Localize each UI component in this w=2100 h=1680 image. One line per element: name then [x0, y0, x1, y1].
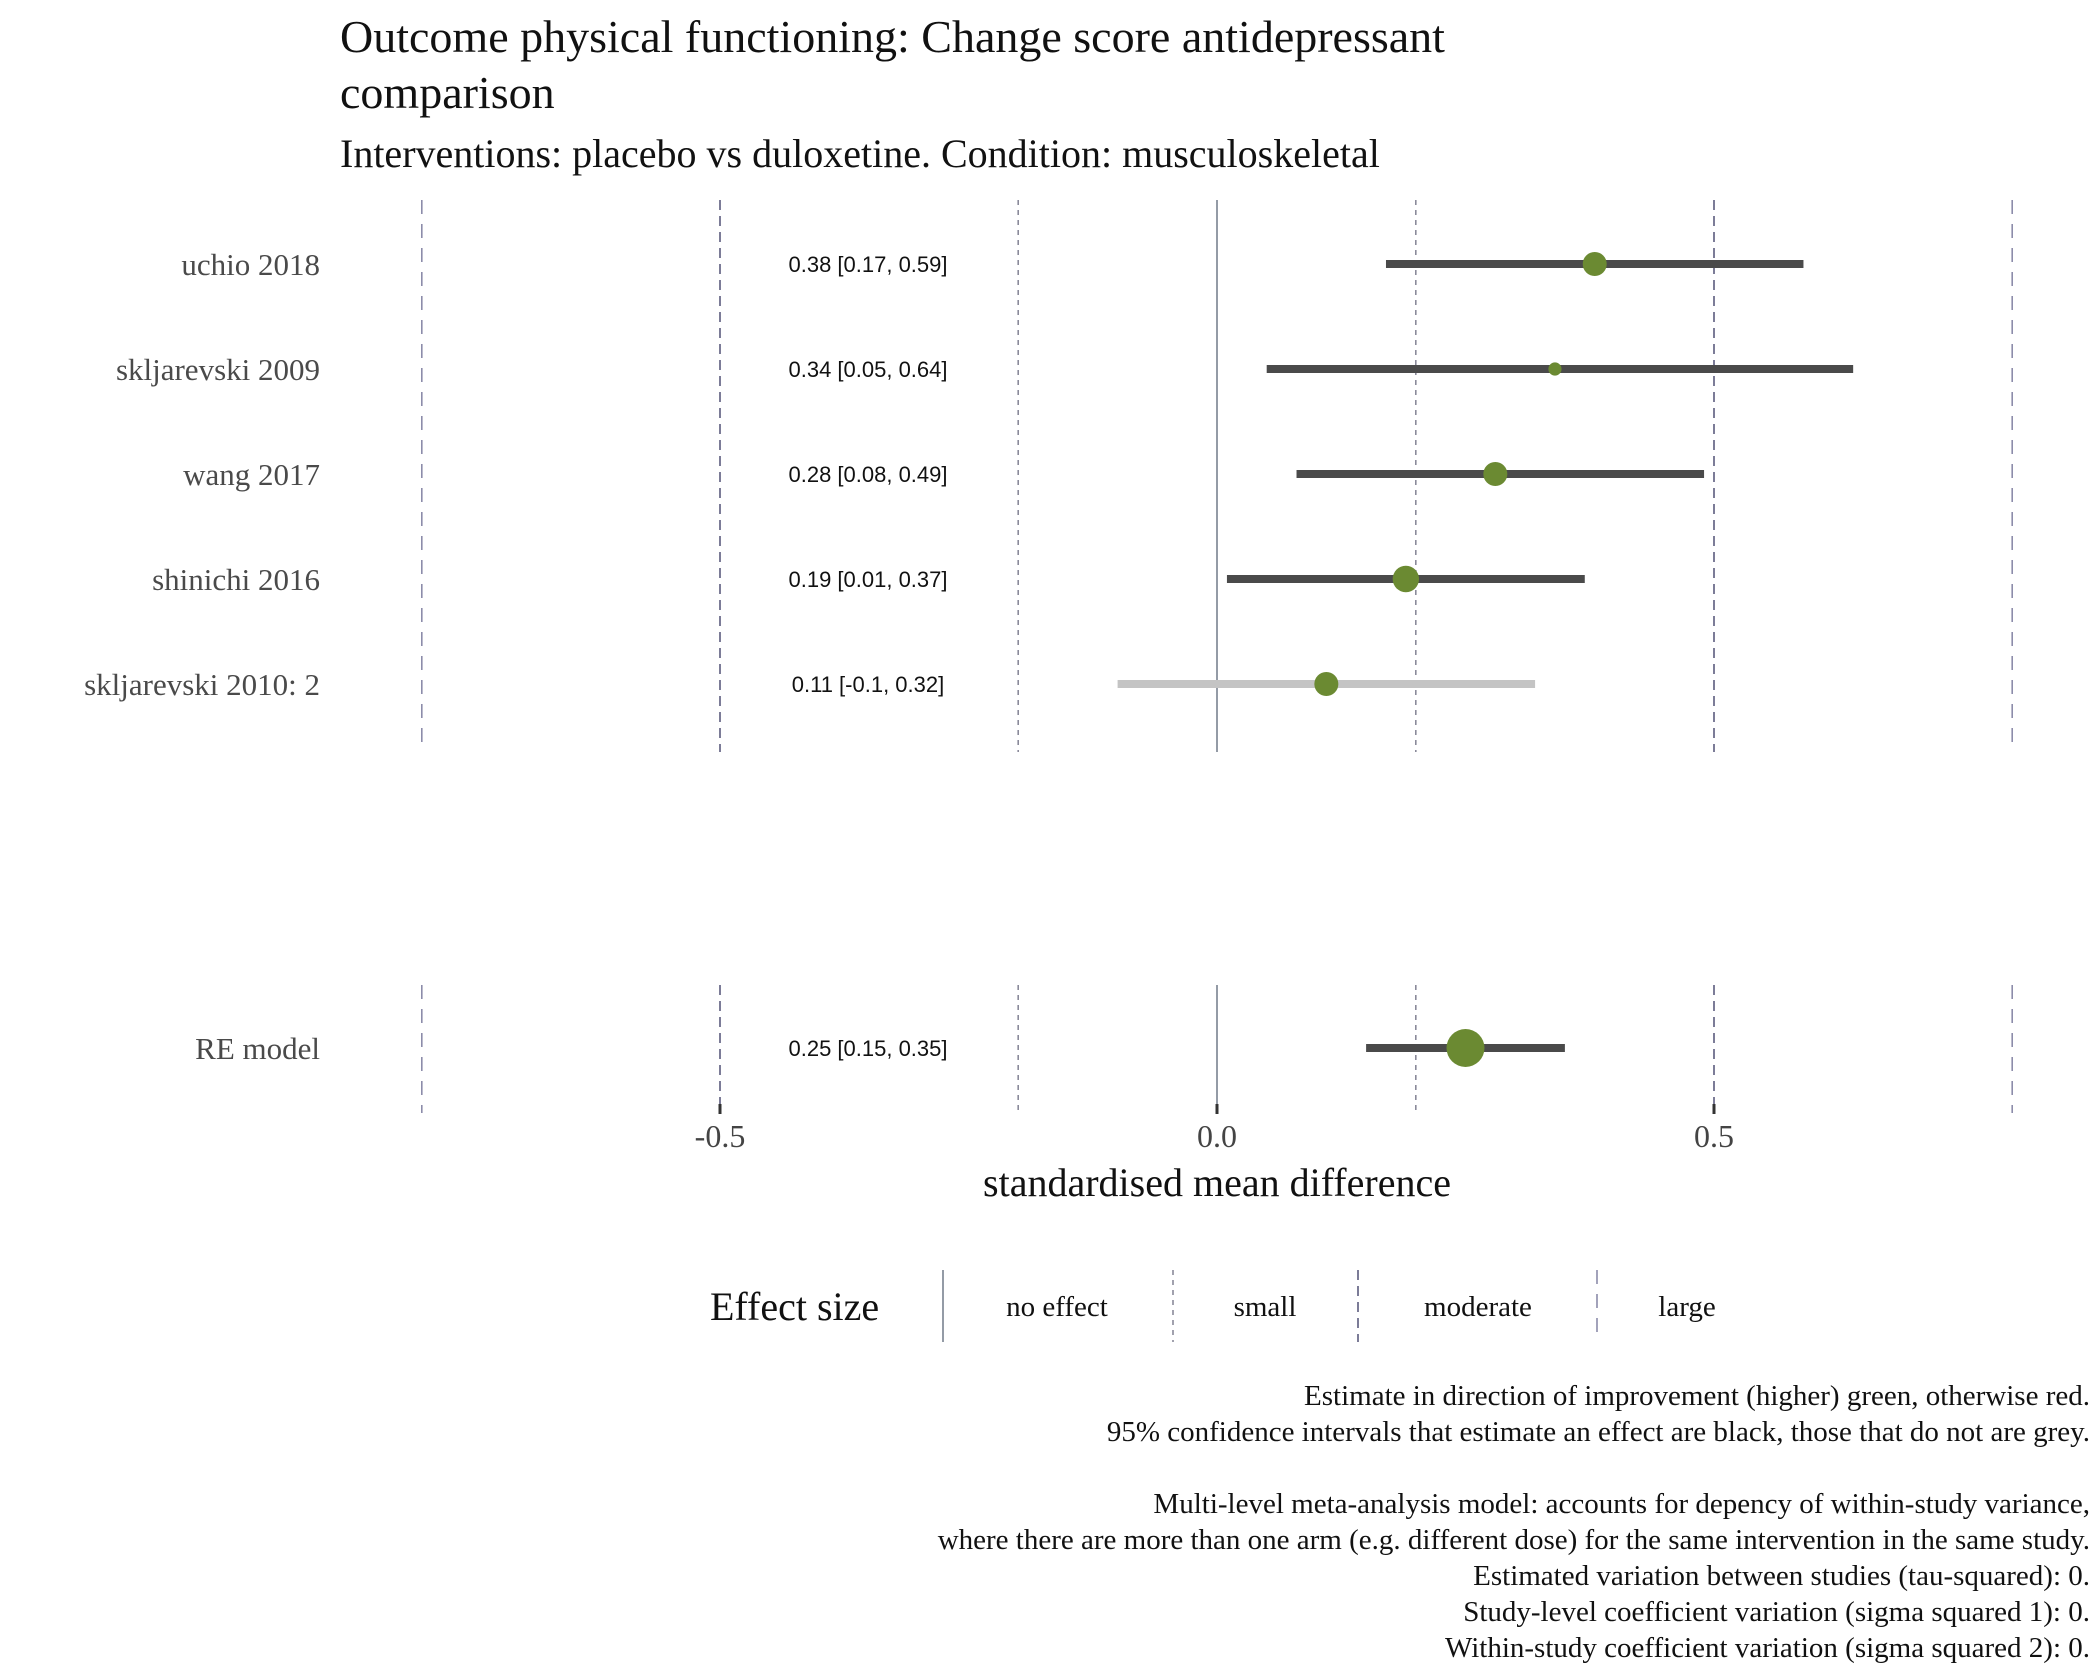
- study-point: [1392, 565, 1420, 593]
- chart-title-line2: comparison: [340, 67, 555, 118]
- study-point: [1548, 362, 1562, 376]
- study-estimate-text: 0.34 [0.05, 0.64]: [788, 357, 947, 382]
- study-point: [1314, 672, 1339, 696]
- caption-line-3: [938, 1450, 2090, 1486]
- study-label: skljarevski 2010: 2: [84, 667, 320, 702]
- summary-label: RE model: [195, 1031, 320, 1066]
- legend-label-large: large: [1658, 1291, 1715, 1323]
- study-point: [1483, 462, 1508, 486]
- legend-label-moderate: moderate: [1424, 1291, 1532, 1323]
- caption-line-1: Estimate in direction of improvement (hi…: [1304, 1380, 2090, 1412]
- caption-line-5: where there are more than one arm (e.g. …: [937, 1524, 2090, 1556]
- study-label: skljarevski 2009: [116, 352, 320, 387]
- x-tick-label: -0.5: [695, 1118, 746, 1154]
- x-axis-label: standardised mean difference: [983, 1160, 1451, 1205]
- legend-label-no-effect: no effect: [1006, 1291, 1108, 1323]
- study-estimate-text: 0.11 [-0.1, 0.32]: [792, 672, 944, 697]
- chart-title-line1: Outcome physical functioning: Change sco…: [340, 11, 1445, 62]
- caption-line-8: Within-study coefficient variation (sigm…: [1445, 1632, 2090, 1664]
- caption-line-4: Multi-level meta-analysis model: account…: [1153, 1488, 2090, 1520]
- study-estimate-text: 0.19 [0.01, 0.37]: [788, 567, 947, 592]
- summary-estimate-text: 0.25 [0.15, 0.35]: [788, 1036, 947, 1061]
- study-label: shinichi 2016: [152, 562, 320, 597]
- study-point: [1582, 252, 1607, 276]
- study-estimate-text: 0.28 [0.08, 0.49]: [788, 462, 947, 487]
- legend-title: Effect size: [710, 1284, 879, 1329]
- study-estimate-text: 0.38 [0.17, 0.59]: [788, 252, 947, 277]
- caption-line-2: 95% confidence intervals that estimate a…: [1106, 1416, 2090, 1448]
- summary-point: [1446, 1029, 1485, 1067]
- x-tick-label: 0.5: [1694, 1118, 1734, 1154]
- caption-line-7: Study-level coefficient variation (sigma…: [1463, 1596, 2090, 1628]
- caption: Estimate in direction of improvement (hi…: [938, 1378, 2090, 1666]
- study-label: wang 2017: [183, 457, 320, 492]
- chart-subtitle: Interventions: placebo vs duloxetine. Co…: [340, 131, 1380, 176]
- legend-label-small: small: [1234, 1291, 1297, 1323]
- x-tick-label: 0.0: [1197, 1118, 1237, 1154]
- caption-line-6: Estimated variation between studies (tau…: [1473, 1560, 2090, 1592]
- study-label: uchio 2018: [181, 247, 320, 282]
